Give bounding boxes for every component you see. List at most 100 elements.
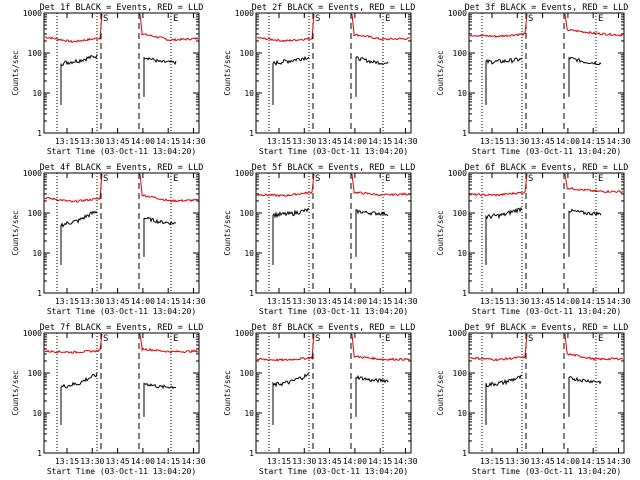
- y-tick-label: 1: [462, 129, 467, 138]
- x-tick-label: 13:15: [55, 457, 79, 466]
- chart-panel: Det 4f BLACK = Events, RED = LLD 1 10 100 10…: [11, 163, 206, 316]
- x-tick-label: 14:30: [181, 297, 205, 306]
- y-tick-label: 1: [249, 449, 254, 458]
- x-tick-label: 14:30: [393, 297, 417, 306]
- x-tick-label: 13:30: [80, 457, 104, 466]
- x-tick-label: 14:00: [556, 457, 580, 466]
- plot-frame: [255, 172, 412, 294]
- x-tick-label: 13:15: [480, 297, 504, 306]
- chart-panel: Det 6f BLACK = Events, RED = LLD 1 10 100 10…: [436, 163, 631, 316]
- marker-e-label: E: [598, 334, 603, 344]
- x-axis-label: Start Time (03-Oct-11 13:04:20): [472, 307, 621, 316]
- x-tick-label: 13:30: [505, 137, 529, 146]
- marker-s-label: S: [528, 174, 533, 184]
- lld-series-pre: [44, 173, 103, 203]
- x-axis-label: Start Time (03-Oct-11 13:04:20): [47, 307, 196, 316]
- y-axis-label: Counts/sec: [223, 50, 232, 95]
- x-tick-label: 13:45: [531, 457, 555, 466]
- y-axis-label: Counts/sec: [11, 50, 20, 95]
- lld-series-pre: [469, 13, 528, 38]
- lld-series-post: [139, 333, 199, 354]
- x-axis-label: Start Time (03-Oct-11 13:04:20): [47, 467, 196, 476]
- y-tick-label: 100: [28, 49, 43, 58]
- lld-series-pre: [256, 13, 315, 43]
- lld-series-pre: [256, 333, 315, 362]
- x-tick-label: 13:30: [292, 297, 316, 306]
- x-tick-label: 14:30: [393, 457, 417, 466]
- x-tick-label: 14:30: [181, 137, 205, 146]
- events-series-pre: [272, 55, 310, 105]
- panel-title: Det 4f BLACK = Events, RED = LLD: [40, 163, 204, 173]
- panel-title: Det 9f BLACK = Events, RED = LLD: [465, 323, 629, 333]
- x-tick-label: 14:30: [393, 137, 417, 146]
- lld-series-pre: [45, 13, 103, 44]
- panel-title: Det 6f BLACK = Events, RED = LLD: [465, 163, 629, 173]
- y-axis-label: Counts/sec: [436, 370, 445, 415]
- x-tick-label: 13:45: [531, 297, 555, 306]
- chart-panel: Det 3f BLACK = Events, RED = LLD 1 10 100 10…: [436, 3, 631, 156]
- marker-s-label: S: [315, 334, 320, 344]
- panel-title: Det 2f BLACK = Events, RED = LLD: [252, 3, 416, 13]
- y-axis-label: Counts/sec: [223, 210, 232, 255]
- y-tick-label: 1: [37, 289, 42, 298]
- marker-e-label: E: [598, 14, 603, 24]
- marker-s-label: S: [103, 174, 108, 184]
- plot-frame: [255, 12, 412, 134]
- chart-panel: Det 1f BLACK = Events, RED = LLD 1 10 100 10…: [11, 3, 206, 156]
- lld-series-post: [564, 13, 624, 37]
- x-tick-label: 13:15: [55, 137, 79, 146]
- y-tick-label: 100: [240, 49, 255, 58]
- events-series-post: [143, 56, 177, 97]
- lld-series-pre: [257, 173, 315, 198]
- events-series-pre: [272, 373, 310, 425]
- x-tick-label: 13:30: [505, 297, 529, 306]
- y-tick-label: 1000: [23, 329, 42, 338]
- lld-series-post: [139, 13, 199, 42]
- y-tick-label: 10: [32, 249, 42, 258]
- y-tick-label: 1: [37, 449, 42, 458]
- x-tick-label: 13:45: [106, 137, 130, 146]
- x-tick-label: 13:15: [480, 137, 504, 146]
- plot-frame: [468, 172, 625, 294]
- events-series-pre: [485, 374, 523, 425]
- x-tick-label: 14:00: [131, 137, 155, 146]
- y-tick-label: 100: [240, 209, 255, 218]
- x-tick-label: 14:15: [581, 457, 605, 466]
- x-tick-label: 14:30: [606, 297, 630, 306]
- marker-e-label: E: [385, 14, 390, 24]
- x-tick-label: 13:45: [531, 137, 555, 146]
- x-tick-label: 13:15: [267, 457, 291, 466]
- y-tick-label: 1000: [448, 169, 467, 178]
- y-tick-label: 1000: [23, 9, 42, 18]
- chart-panel: Det 7f BLACK = Events, RED = LLD 1 10 100 10…: [11, 323, 206, 476]
- x-tick-label: 14:15: [581, 297, 605, 306]
- y-tick-label: 10: [457, 89, 467, 98]
- marker-s-label: S: [528, 14, 533, 24]
- events-series-post: [355, 209, 389, 257]
- x-tick-label: 14:15: [581, 137, 605, 146]
- x-tick-label: 14:00: [556, 297, 580, 306]
- events-series-pre: [272, 208, 310, 265]
- y-tick-label: 1: [462, 289, 467, 298]
- marker-e-label: E: [385, 174, 390, 184]
- lld-series-post: [564, 173, 624, 194]
- marker-e-label: E: [598, 174, 603, 184]
- x-tick-label: 13:45: [106, 457, 130, 466]
- y-axis-label: Counts/sec: [223, 370, 232, 415]
- lld-series-pre: [469, 333, 528, 362]
- x-tick-label: 13:15: [480, 457, 504, 466]
- events-series-post: [143, 216, 177, 257]
- x-axis-label: Start Time (03-Oct-11 13:04:20): [259, 147, 408, 156]
- x-tick-label: 13:15: [55, 297, 79, 306]
- y-tick-label: 100: [28, 209, 43, 218]
- lld-series-post: [351, 13, 411, 41]
- marker-e-label: E: [173, 334, 178, 344]
- y-tick-label: 10: [457, 249, 467, 258]
- y-tick-label: 1000: [448, 9, 467, 18]
- x-tick-label: 14:15: [368, 137, 392, 146]
- lld-series-post: [564, 333, 624, 362]
- x-tick-label: 14:00: [343, 457, 367, 466]
- y-tick-label: 1000: [235, 9, 254, 18]
